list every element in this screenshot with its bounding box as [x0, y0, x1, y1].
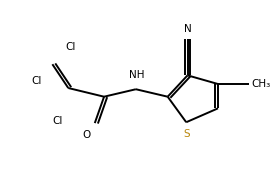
Text: Cl: Cl [53, 116, 63, 126]
Text: O: O [83, 130, 91, 140]
Text: Cl: Cl [66, 42, 76, 52]
Text: CH₃: CH₃ [251, 79, 270, 89]
Text: Cl: Cl [32, 76, 42, 86]
Text: S: S [183, 129, 190, 139]
Text: NH: NH [129, 70, 145, 80]
Text: N: N [184, 24, 192, 34]
